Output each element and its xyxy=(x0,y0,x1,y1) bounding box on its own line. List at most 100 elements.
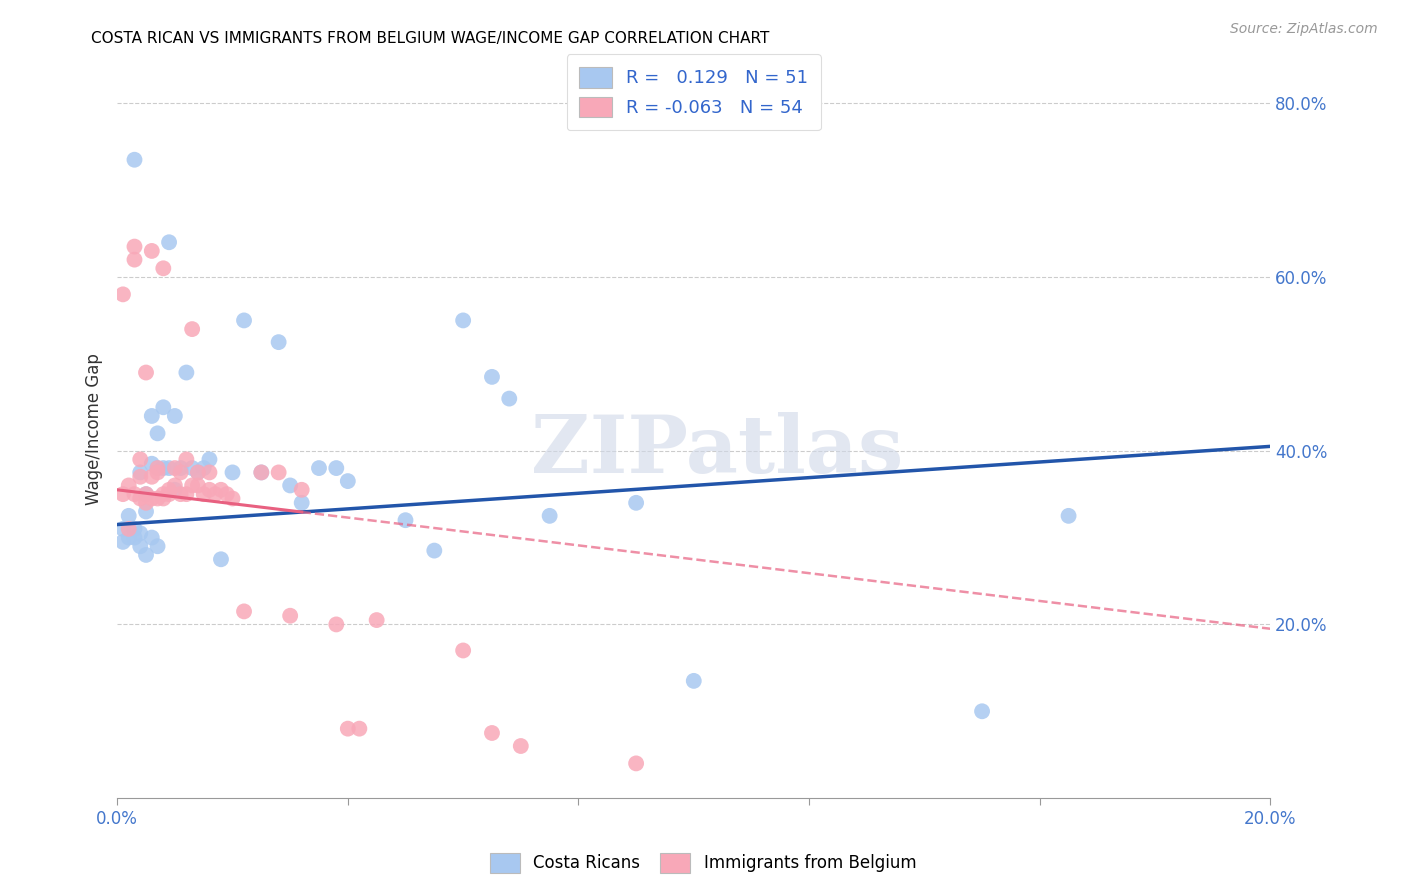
Point xyxy=(1057,508,1080,523)
Point xyxy=(157,487,180,501)
Point xyxy=(129,466,152,480)
Point xyxy=(221,491,243,506)
Point xyxy=(124,153,146,167)
Point xyxy=(124,252,146,267)
Point xyxy=(141,409,163,423)
Point xyxy=(366,613,388,627)
Point xyxy=(291,483,314,497)
Point xyxy=(250,466,273,480)
Point xyxy=(118,531,141,545)
Point xyxy=(198,466,221,480)
Point xyxy=(509,739,531,753)
Point xyxy=(129,526,152,541)
Point xyxy=(141,457,163,471)
Text: COSTA RICAN VS IMMIGRANTS FROM BELGIUM WAGE/INCOME GAP CORRELATION CHART: COSTA RICAN VS IMMIGRANTS FROM BELGIUM W… xyxy=(91,31,769,46)
Point xyxy=(538,508,561,523)
Point xyxy=(215,487,238,501)
Point xyxy=(181,478,204,492)
Point xyxy=(135,487,157,501)
Point xyxy=(111,287,134,301)
Point xyxy=(498,392,520,406)
Point xyxy=(209,552,232,566)
Point xyxy=(146,539,169,553)
Point xyxy=(291,496,314,510)
Point xyxy=(163,409,186,423)
Point xyxy=(141,531,163,545)
Point xyxy=(198,452,221,467)
Point xyxy=(349,722,371,736)
Point xyxy=(682,673,704,688)
Point xyxy=(135,504,157,518)
Point xyxy=(152,491,174,506)
Legend: Costa Ricans, Immigrants from Belgium: Costa Ricans, Immigrants from Belgium xyxy=(484,847,922,880)
Point xyxy=(187,478,209,492)
Point xyxy=(451,643,474,657)
Point xyxy=(129,539,152,553)
Point xyxy=(624,756,647,771)
Point xyxy=(193,461,215,475)
Point xyxy=(169,461,191,475)
Point xyxy=(169,487,191,501)
Point xyxy=(193,487,215,501)
Point xyxy=(624,496,647,510)
Point xyxy=(451,313,474,327)
Point xyxy=(481,370,503,384)
Point xyxy=(111,522,134,536)
Point xyxy=(187,466,209,480)
Point xyxy=(336,474,359,488)
Point xyxy=(163,483,186,497)
Point xyxy=(124,487,146,501)
Point xyxy=(135,548,157,562)
Point xyxy=(124,522,146,536)
Point xyxy=(233,604,256,618)
Point xyxy=(146,461,169,475)
Point xyxy=(141,469,163,483)
Point xyxy=(135,487,157,501)
Point xyxy=(181,322,204,336)
Point xyxy=(394,513,416,527)
Point xyxy=(111,535,134,549)
Point xyxy=(325,617,347,632)
Y-axis label: Wage/Income Gap: Wage/Income Gap xyxy=(86,353,103,505)
Point xyxy=(325,461,347,475)
Point xyxy=(176,452,198,467)
Point xyxy=(308,461,330,475)
Point xyxy=(423,543,446,558)
Point xyxy=(176,366,198,380)
Point xyxy=(124,239,146,253)
Point xyxy=(129,452,152,467)
Point xyxy=(118,522,141,536)
Point xyxy=(163,461,186,475)
Point xyxy=(163,478,186,492)
Point xyxy=(118,508,141,523)
Point xyxy=(157,235,180,250)
Point xyxy=(267,466,290,480)
Point xyxy=(278,608,301,623)
Point xyxy=(181,461,204,475)
Point xyxy=(152,487,174,501)
Point xyxy=(152,461,174,475)
Point xyxy=(141,491,163,506)
Point xyxy=(146,491,169,506)
Point xyxy=(141,244,163,258)
Point xyxy=(970,704,993,718)
Point xyxy=(157,461,180,475)
Point xyxy=(118,478,141,492)
Point xyxy=(129,469,152,483)
Point xyxy=(146,426,169,441)
Point xyxy=(204,487,226,501)
Point xyxy=(187,466,209,480)
Point xyxy=(209,483,232,497)
Point xyxy=(169,466,191,480)
Point xyxy=(135,366,157,380)
Point xyxy=(481,726,503,740)
Point xyxy=(250,466,273,480)
Point xyxy=(152,401,174,415)
Text: Source: ZipAtlas.com: Source: ZipAtlas.com xyxy=(1230,22,1378,37)
Point xyxy=(111,487,134,501)
Point xyxy=(233,313,256,327)
Point xyxy=(146,466,169,480)
Point xyxy=(129,491,152,506)
Point xyxy=(278,478,301,492)
Point xyxy=(176,487,198,501)
